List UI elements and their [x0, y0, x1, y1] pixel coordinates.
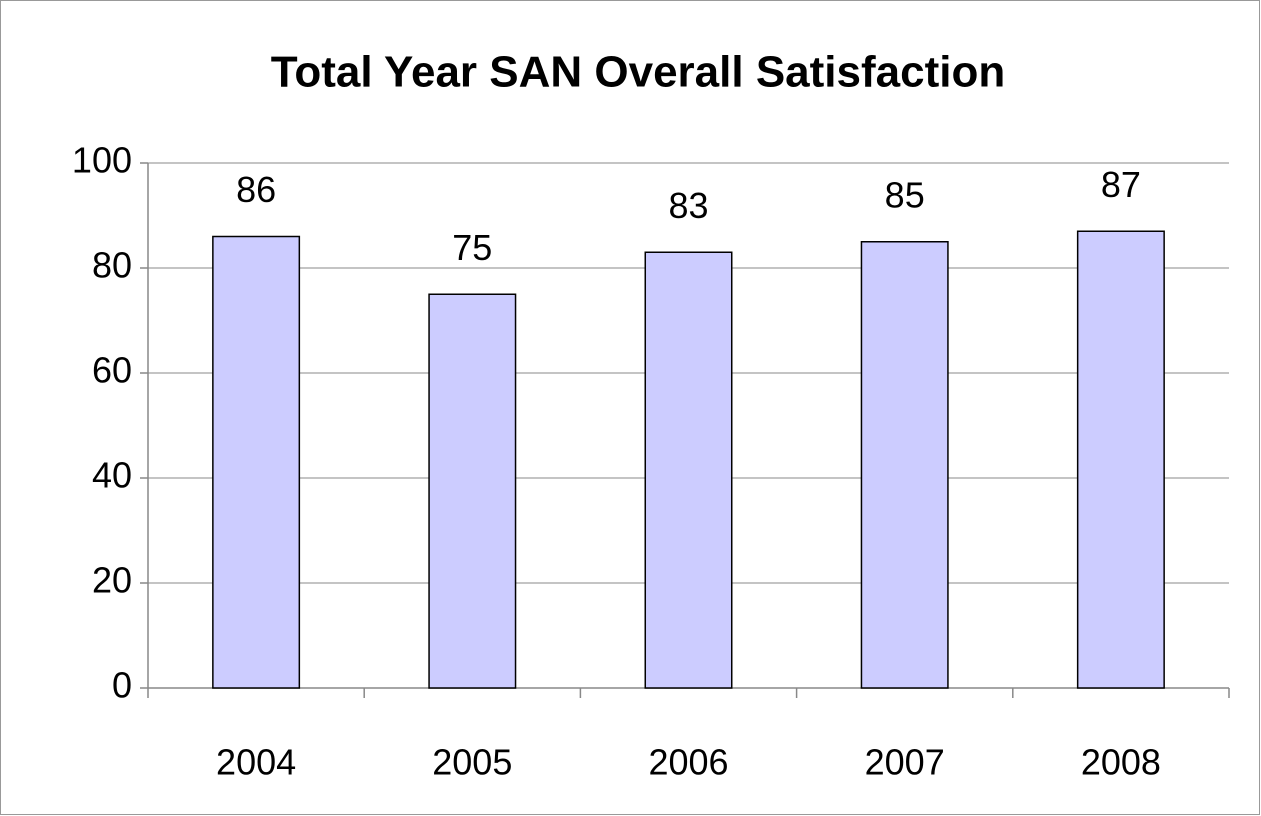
- bar: [644, 251, 733, 689]
- x-tick-label: 2007: [865, 742, 945, 783]
- bar: [428, 293, 517, 689]
- chart-title: Total Year SAN Overall Satisfaction: [271, 48, 1005, 97]
- data-label: 75: [452, 227, 492, 268]
- y-tick-label: 40: [92, 455, 132, 496]
- y-tick-label: 0: [112, 665, 132, 706]
- bar: [212, 235, 301, 689]
- y-tick-label: 20: [92, 560, 132, 601]
- x-tick-label: 2005: [432, 742, 512, 783]
- x-tick-label: 2004: [216, 742, 296, 783]
- data-label: 85: [885, 174, 925, 215]
- data-label: 83: [668, 185, 708, 226]
- y-tick-label: 80: [92, 245, 132, 286]
- x-tick-label: 2006: [648, 742, 728, 783]
- data-label: 87: [1101, 164, 1141, 205]
- y-tick-label: 100: [72, 140, 132, 181]
- y-tick-label: 60: [92, 350, 132, 391]
- bar: [1076, 230, 1165, 689]
- data-label: 86: [236, 169, 276, 210]
- bar: [860, 241, 949, 689]
- x-tick-label: 2008: [1081, 742, 1161, 783]
